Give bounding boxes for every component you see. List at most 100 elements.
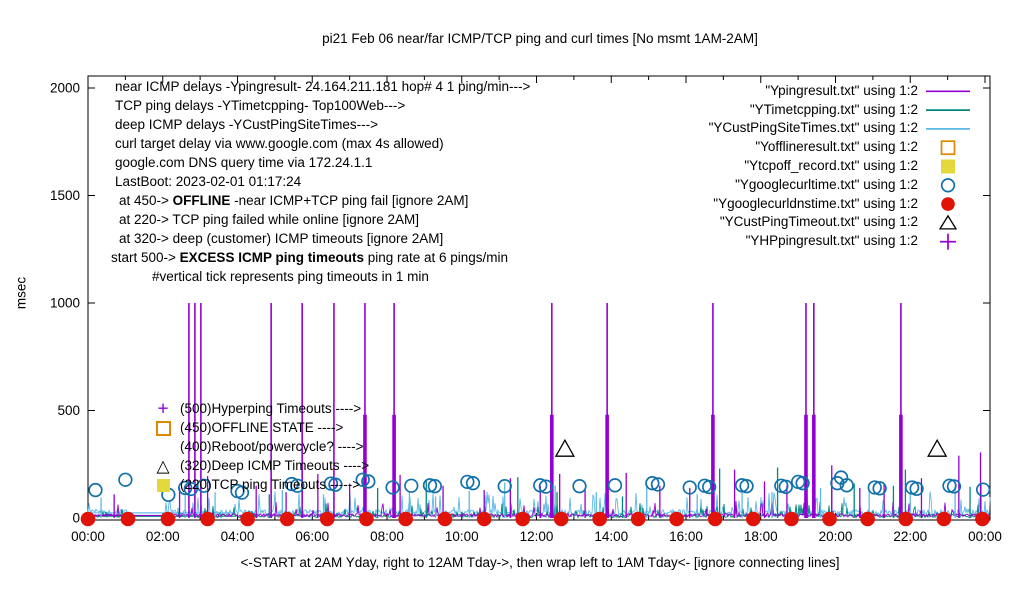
curl-time-circle [460, 474, 475, 490]
legend-marker-triangle [938, 214, 958, 230]
dns-time-dot [476, 511, 492, 527]
dns-time-dot [860, 511, 875, 527]
info-line: at 450-> OFFLINE -near ICMP+TCP ping fai… [119, 193, 469, 208]
x-tick-label: 00:00 [71, 529, 105, 544]
x-tick-label: 18:00 [744, 529, 778, 544]
legend-label: "Yofflineresult.txt" using 1:2 [755, 139, 918, 155]
legend-label: "Ygooglecurldnstime.txt" using 1:2 [713, 195, 918, 211]
dns-time-dot [975, 511, 990, 527]
curl-time-circle [739, 479, 754, 494]
dns-time-dot [630, 511, 646, 527]
chart-title: pi21 Feb 06 near/far ICMP/TCP ping and c… [322, 31, 758, 46]
curl-time-circle [355, 472, 370, 487]
dns-time-dot [553, 511, 569, 527]
info-line: near ICMP delays -Ypingresult- 24.164.21… [115, 79, 531, 94]
annotation-row: △ (320)Deep ICMP Timeouts ----> [146, 456, 369, 475]
legend-label: "Ygooglecurltime.txt" using 1:2 [735, 176, 918, 192]
curl-time-circle [909, 481, 924, 496]
curl-time-circle [533, 478, 548, 493]
x-tick-label: 16:00 [669, 529, 703, 544]
curl-time-circle [975, 482, 991, 497]
annotation-label: (220)TCP ping Timeouts -----> [180, 477, 361, 492]
x-tick-label: 00:00 [968, 529, 1002, 544]
legend-label: "YCustPingTimeout.txt" using 1:2 [719, 214, 918, 230]
dns-time-dot [240, 511, 255, 527]
legend-marker-square-filled [941, 159, 955, 174]
deep-icmp-triangle-icon: △ [156, 456, 170, 476]
curl-time-circle [645, 476, 660, 491]
legend-label: "YTimetcpping.txt" using 1:2 [749, 101, 918, 117]
curl-time-circle [290, 478, 305, 493]
cust-ping-timeout-triangle [927, 438, 948, 457]
curl-time-circle [867, 480, 882, 495]
curl-time-circle [538, 479, 553, 494]
y-tick-label: 1000 [50, 296, 80, 311]
x-axis-caption: <-START at 2AM Yday, right to 12AM Tday-… [240, 555, 840, 570]
annotation-row: + (500)Hyperping Timeouts ----> [146, 399, 369, 418]
legend-label: "Ytcpoff_record.txt" using 1:2 [744, 158, 918, 173]
annotation-label: (320)Deep ICMP Timeouts ----> [180, 458, 370, 473]
info-line: curl target delay via www.google.com (ma… [115, 136, 444, 151]
annotation-block: + (500)Hyperping Timeouts ----> (450)OFF… [146, 399, 369, 494]
plot-border [87, 75, 991, 521]
dns-time-dot [745, 511, 761, 527]
x-tick-label: 14:00 [594, 529, 628, 544]
x-tick-label: 02:00 [146, 529, 180, 544]
dns-time-dot [398, 511, 413, 527]
series-noise-Ypingresult [87, 499, 991, 518]
annotation-row: (220)TCP ping Timeouts -----> [146, 475, 369, 494]
legend-label: "YCustPingSiteTimes.txt" using 1:2 [708, 120, 918, 136]
dns-time-dot [936, 511, 952, 527]
cust-ping-timeout-triangle [554, 438, 576, 457]
dns-time-dot [515, 511, 530, 527]
info-line: TCP ping delays -YTimetcpping- Top100Web… [115, 98, 406, 113]
curl-time-circle [650, 477, 666, 492]
info-line: #vertical tick represents ping timeouts … [152, 269, 429, 284]
curl-time-circle [839, 478, 854, 493]
dns-time-dot [669, 511, 684, 527]
curl-time-circle [427, 479, 442, 494]
offline-square-icon [146, 418, 180, 437]
curl-time-circle [118, 472, 133, 487]
dns-time-dot [120, 511, 136, 527]
x-tick-label: 20:00 [819, 529, 853, 544]
hyperping-plus-icon: + [157, 398, 169, 420]
curl-time-circle [946, 479, 962, 494]
annotation-label: (400)Reboot/powercycle? ----> [180, 439, 364, 454]
curl-time-circle [497, 479, 512, 494]
legend-label: "YHPpingresult.txt" using 1:2 [745, 233, 918, 249]
annotation-label: (500)Hyperping Timeouts ----> [180, 401, 362, 416]
curl-time-circle [778, 479, 793, 494]
curl-time-circle [682, 480, 697, 495]
info-line: google.com DNS query time via 172.24.1.1 [115, 155, 373, 170]
curl-time-circle [795, 476, 810, 491]
curl-time-circle [572, 479, 587, 494]
dns-time-dot [437, 511, 453, 527]
dns-time-dot [319, 511, 335, 527]
curl-time-circle [234, 485, 250, 500]
dns-time-dot [160, 511, 176, 527]
legend-marker-circle-filled [941, 197, 955, 211]
dns-time-dot [898, 511, 914, 527]
curl-time-circle [178, 480, 193, 496]
curl-time-circle [361, 474, 376, 489]
x-tick-label: 12:00 [520, 529, 554, 544]
x-tick-label: 06:00 [295, 529, 329, 544]
legend-marker-circle-open [940, 178, 956, 193]
curl-time-circle [422, 478, 438, 493]
curl-time-circle [196, 478, 212, 493]
tcp-timeout-square-icon [146, 475, 180, 494]
y-axis-title: msec [13, 276, 29, 310]
x-tick-label: 10:00 [445, 529, 479, 544]
curl-time-circle [607, 478, 623, 493]
y-tick-label: 500 [57, 403, 80, 418]
y-tick-label: 2000 [50, 81, 80, 96]
annotation-row: (400)Reboot/powercycle? ----> [146, 437, 369, 456]
dns-time-dot [279, 511, 295, 527]
info-line: deep ICMP delays -YCustPingSiteTimes---> [115, 117, 378, 132]
info-line: start 500-> EXCESS ICMP ping timeouts pi… [111, 250, 509, 265]
x-tick-label: 04:00 [221, 529, 255, 544]
info-line: LastBoot: 2023-02-01 01:17:24 [115, 174, 302, 189]
